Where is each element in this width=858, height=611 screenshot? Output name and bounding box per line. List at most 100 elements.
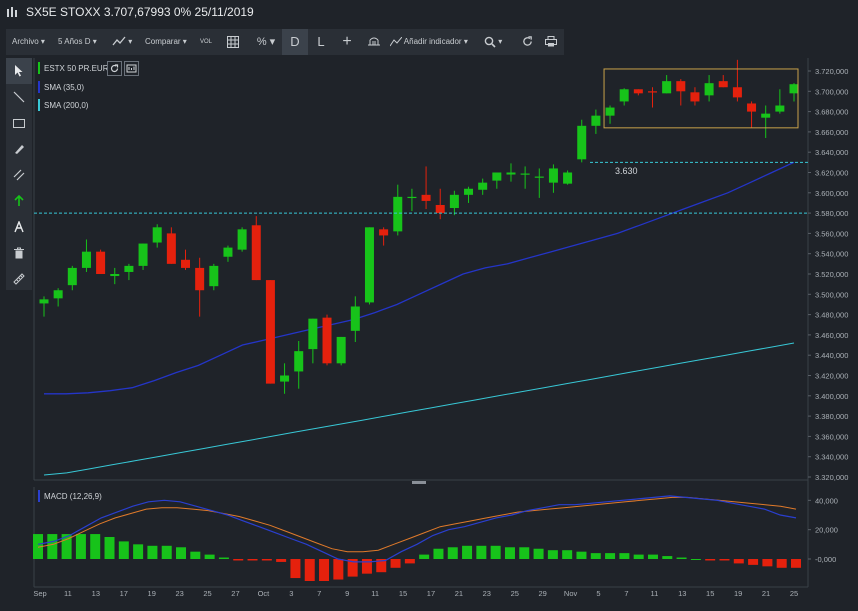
candle-up [520, 173, 530, 175]
series-settings-button[interactable] [124, 61, 139, 76]
candle-up [280, 375, 290, 382]
reload-series-button[interactable] [107, 61, 122, 76]
macd-bar-negative [404, 559, 415, 564]
macd-bar-positive [647, 554, 658, 559]
macd-main-line [37, 495, 797, 563]
y-tick-label: 3.500,000 [815, 290, 848, 299]
add-indicator-dropdown[interactable]: Añadir indicador ▾ [389, 29, 468, 55]
candle-down [322, 317, 332, 364]
macd-bar-positive [676, 557, 687, 559]
x-tick-label: 23 [175, 589, 183, 598]
candle-down [633, 89, 643, 94]
rectangle-tool[interactable] [6, 110, 32, 136]
x-tick-label: 11 [650, 589, 658, 598]
candle-down [251, 225, 261, 281]
arrow-tool[interactable] [6, 188, 32, 214]
crosshair-button[interactable]: + [342, 33, 352, 50]
compare-dropdown[interactable]: Comparar ▾ [145, 37, 187, 46]
candle-up [336, 336, 346, 364]
refresh-icon [522, 36, 532, 47]
sma200-legend: SMA (200,0) [44, 101, 89, 110]
text-tool[interactable] [6, 214, 32, 240]
macd-legend: MACD (12,26,9) [44, 492, 102, 501]
macd-bar-negative [748, 559, 759, 565]
volume-toggle[interactable]: VOL [200, 39, 213, 45]
macd-bar-negative [319, 559, 330, 581]
macd-bar-positive [462, 545, 473, 559]
print-button[interactable] [542, 29, 560, 55]
y-tick-label: 3.620,000 [815, 169, 848, 178]
macd-bar-positive [190, 551, 201, 559]
line-tool[interactable] [6, 84, 32, 110]
y-tick-label: 3.560,000 [815, 229, 848, 238]
pointer-tool[interactable] [6, 58, 32, 84]
parallel-lines-tool[interactable] [6, 162, 32, 188]
candle-up [81, 251, 91, 268]
candle-up [294, 351, 304, 372]
macd-bar-positive [690, 559, 701, 560]
archivo-menu[interactable]: Archivo ▾ [12, 37, 45, 46]
x-tick-label: 7 [624, 589, 628, 598]
x-tick-label: Oct [258, 589, 271, 598]
candle-down [181, 259, 191, 268]
macd-bar-positive [433, 548, 444, 559]
candle-down [195, 267, 205, 291]
delete-tool[interactable] [6, 240, 32, 266]
chart-type-dropdown[interactable]: ▾ [112, 29, 132, 55]
candle-down [690, 92, 700, 102]
y-tick-label: 3.440,000 [815, 351, 848, 360]
candle-down [265, 280, 275, 384]
mini-chart-icon [126, 64, 137, 73]
y-tick-label: 3.360,000 [815, 432, 848, 441]
macd-bar-positive [419, 554, 430, 559]
macd-bar-negative [733, 559, 744, 564]
refresh-button[interactable] [518, 29, 536, 55]
x-tick-label: 25 [790, 589, 798, 598]
macd-bar-negative [705, 559, 716, 561]
macd-bar-positive [75, 534, 86, 559]
x-tick-label: 21 [762, 589, 770, 598]
period-dropdown[interactable]: 5 Años D ▾ [58, 37, 97, 46]
candle-up [662, 81, 672, 94]
macd-tick-label: 20,000 [815, 526, 838, 535]
macd-bar-negative [719, 559, 730, 561]
macd-bar-positive [633, 554, 644, 559]
macd-bar-negative [376, 559, 387, 573]
candle-down [435, 204, 445, 214]
macd-bar-positive [204, 554, 215, 559]
macd-tick-label: 40,000 [815, 496, 838, 505]
y-tick-label: 3.660,000 [815, 128, 848, 137]
candle-up [223, 247, 233, 257]
parallel-lines-icon [13, 169, 25, 181]
sma35-legend-swatch [38, 81, 40, 93]
ruler-tool[interactable] [6, 266, 32, 292]
daily-button[interactable]: D [282, 29, 308, 55]
macd-bar-positive [33, 534, 43, 559]
x-tick-label: 11 [371, 589, 379, 598]
x-tick-label: 17 [427, 589, 435, 598]
candle-up [350, 306, 360, 331]
candle-up [704, 83, 714, 96]
y-tick-label: 3.580,000 [815, 209, 848, 218]
log-button[interactable]: L [317, 34, 325, 49]
y-tick-label: 3.720,000 [815, 67, 848, 76]
macd-bar-negative [347, 559, 358, 577]
x-tick-label: 17 [120, 589, 128, 598]
macd-bar-negative [791, 559, 801, 568]
x-tick-label: 3 [289, 589, 293, 598]
macd-bar-negative [290, 559, 301, 579]
x-tick-label: 13 [92, 589, 100, 598]
trend-line-icon [13, 91, 25, 103]
pane-resize-handle [412, 481, 426, 484]
candle-up [548, 168, 558, 183]
grid-toggle[interactable] [222, 29, 244, 55]
percent-dropdown[interactable]: % ▾ [256, 36, 276, 48]
main-series-legend: ESTX 50 PR.EUR [44, 64, 109, 73]
macd-bar-positive [490, 545, 501, 559]
brush-tool[interactable] [6, 136, 32, 162]
macd-bar-positive [576, 551, 587, 559]
macd-bar-positive [605, 553, 616, 559]
zoom-dropdown[interactable]: ▾ [484, 29, 502, 55]
drawing-tool-button[interactable] [362, 29, 386, 55]
